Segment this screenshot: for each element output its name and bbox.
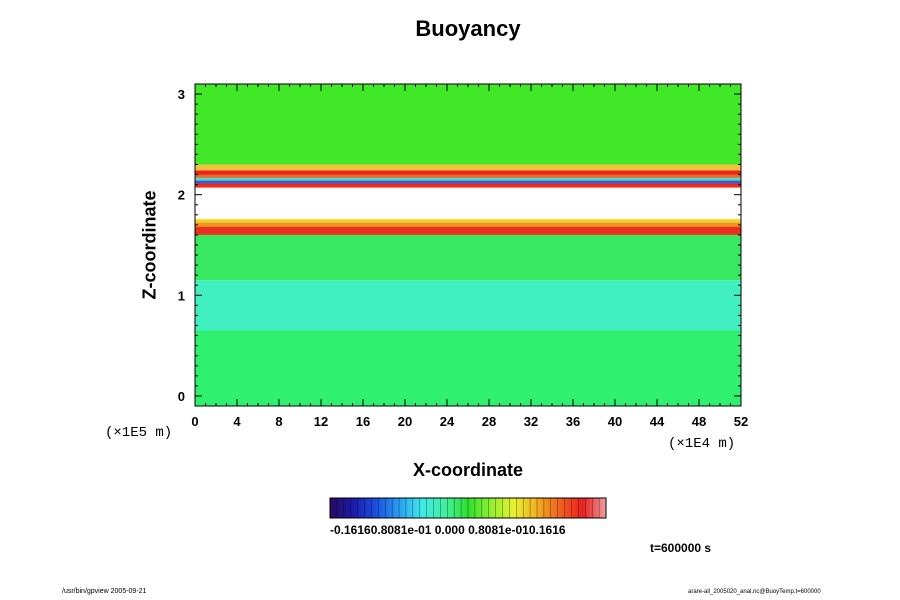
x-tick-label: 48 <box>692 414 706 429</box>
heatmap-layer-2 <box>195 234 741 281</box>
band-2 <box>195 218 741 223</box>
band-0 <box>195 226 741 233</box>
heatmap-layer-1 <box>195 280 741 331</box>
heatmap-layer-0 <box>195 330 741 406</box>
x-tick-label: 36 <box>566 414 580 429</box>
x-tick-label: 4 <box>233 414 241 429</box>
x-tick-label: 52 <box>734 414 748 429</box>
y-axis-label: Z-coordinate <box>139 190 160 300</box>
y-tick-label: 2 <box>178 188 185 203</box>
band-7 <box>195 170 741 175</box>
x-tick-label: 8 <box>275 414 282 429</box>
x-tick-label: 32 <box>524 414 538 429</box>
band-3 <box>195 183 741 187</box>
x-axis-label: X-coordinate <box>412 460 523 480</box>
footer-left-text: /usr/bin/gpview 2005-09-21 <box>62 588 147 595</box>
heatmap-bands <box>195 164 741 233</box>
y-tick-label: 1 <box>178 288 185 303</box>
y-tick-label: 3 <box>178 87 185 102</box>
heatmap-field <box>195 84 741 406</box>
colorbar-labels: -0.16160.8081e-01 0.000 0.8081e-010.1616 <box>330 523 566 537</box>
x-tick-label: 0 <box>191 414 198 429</box>
x-tick-label: 16 <box>356 414 370 429</box>
heatmap-layer-6 <box>195 84 741 165</box>
footer-right-text: arare-all_2005020_anal.nc@BuoyTemp,t=600… <box>688 589 821 595</box>
x-tick-label: 20 <box>398 414 412 429</box>
band-5 <box>195 177 741 181</box>
x-axis-unit: (×1E4 m) <box>668 436 736 452</box>
x-tick-label: 12 <box>314 414 328 429</box>
chart-title: Buoyancy <box>415 16 521 41</box>
y-axis-ticks: 0 1 2 3 <box>178 87 741 407</box>
x-tick-label: 24 <box>440 414 455 429</box>
time-annotation: t=600000 s <box>650 541 712 555</box>
band-1 <box>195 222 741 227</box>
y-tick-label: 0 <box>178 389 185 404</box>
x-tick-label: 44 <box>650 414 665 429</box>
y-axis-unit: (×1E5 m) <box>105 425 173 441</box>
colorbar-ticks <box>336 498 600 518</box>
band-4 <box>195 180 741 184</box>
heatmap-layer-4 <box>195 187 741 220</box>
x-tick-label: 28 <box>482 414 496 429</box>
band-8 <box>195 164 741 171</box>
x-axis-ticks: 0 4 8 12 16 20 24 28 32 36 40 44 48 52 <box>191 84 748 429</box>
band-6 <box>195 174 741 178</box>
x-tick-label: 40 <box>608 414 622 429</box>
